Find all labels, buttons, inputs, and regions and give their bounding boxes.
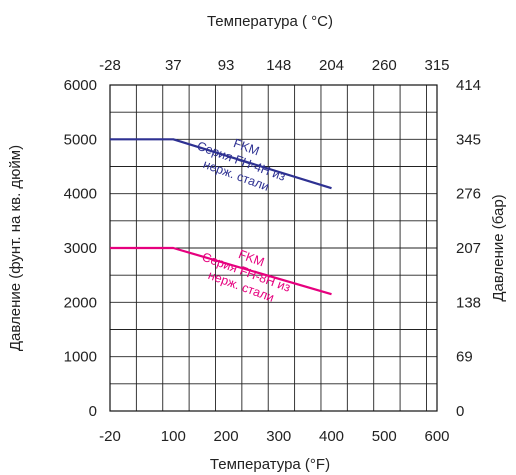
bottom-tick-label: 100 — [161, 428, 186, 445]
left-tick-label: 2000 — [64, 294, 97, 311]
right-tick-label: 345 — [456, 131, 481, 148]
right-tick-label: 0 — [456, 403, 464, 420]
left-tick-label: 5000 — [64, 131, 97, 148]
series-line — [110, 138, 332, 190]
top-tick-label: -28 — [99, 57, 121, 74]
left-axis-title: Давление (фунт. на кв. дюйм) — [7, 145, 24, 351]
top-tick-label: 37 — [165, 57, 182, 74]
top-tick-label: 93 — [218, 57, 235, 74]
bottom-axis-title: Температура (°F) — [210, 456, 330, 473]
left-tick-label: 1000 — [64, 349, 97, 366]
bottom-tick-label: 600 — [424, 428, 449, 445]
right-tick-label: 69 — [456, 349, 473, 366]
top-tick-label: 315 — [424, 57, 449, 74]
series-line — [110, 246, 332, 296]
right-tick-label: 414 — [456, 77, 481, 94]
right-axis-title: Давление (бар) — [490, 194, 507, 301]
tick-labels: -20 100 200 300 400 500 600 -28 37 93 148 204 260 315… — [64, 57, 481, 445]
bottom-tick-label: -20 — [99, 428, 121, 445]
top-axis-title: Температура ( °C) — [207, 13, 333, 30]
left-tick-label: 3000 — [64, 240, 97, 257]
left-tick-label: 6000 — [64, 77, 97, 94]
right-tick-label: 207 — [456, 240, 481, 257]
bottom-tick-label: 400 — [319, 428, 344, 445]
left-tick-label: 0 — [89, 403, 97, 420]
right-tick-label: 138 — [456, 294, 481, 311]
bottom-tick-label: 300 — [266, 428, 291, 445]
bottom-tick-label: 200 — [214, 428, 239, 445]
top-tick-label: 204 — [319, 57, 344, 74]
left-tick-label: 4000 — [64, 186, 97, 203]
grid — [110, 85, 437, 411]
top-tick-label: 148 — [266, 57, 291, 74]
top-tick-label: 260 — [372, 57, 397, 74]
bottom-tick-label: 500 — [372, 428, 397, 445]
series — [110, 138, 332, 296]
right-tick-label: 276 — [456, 186, 481, 203]
